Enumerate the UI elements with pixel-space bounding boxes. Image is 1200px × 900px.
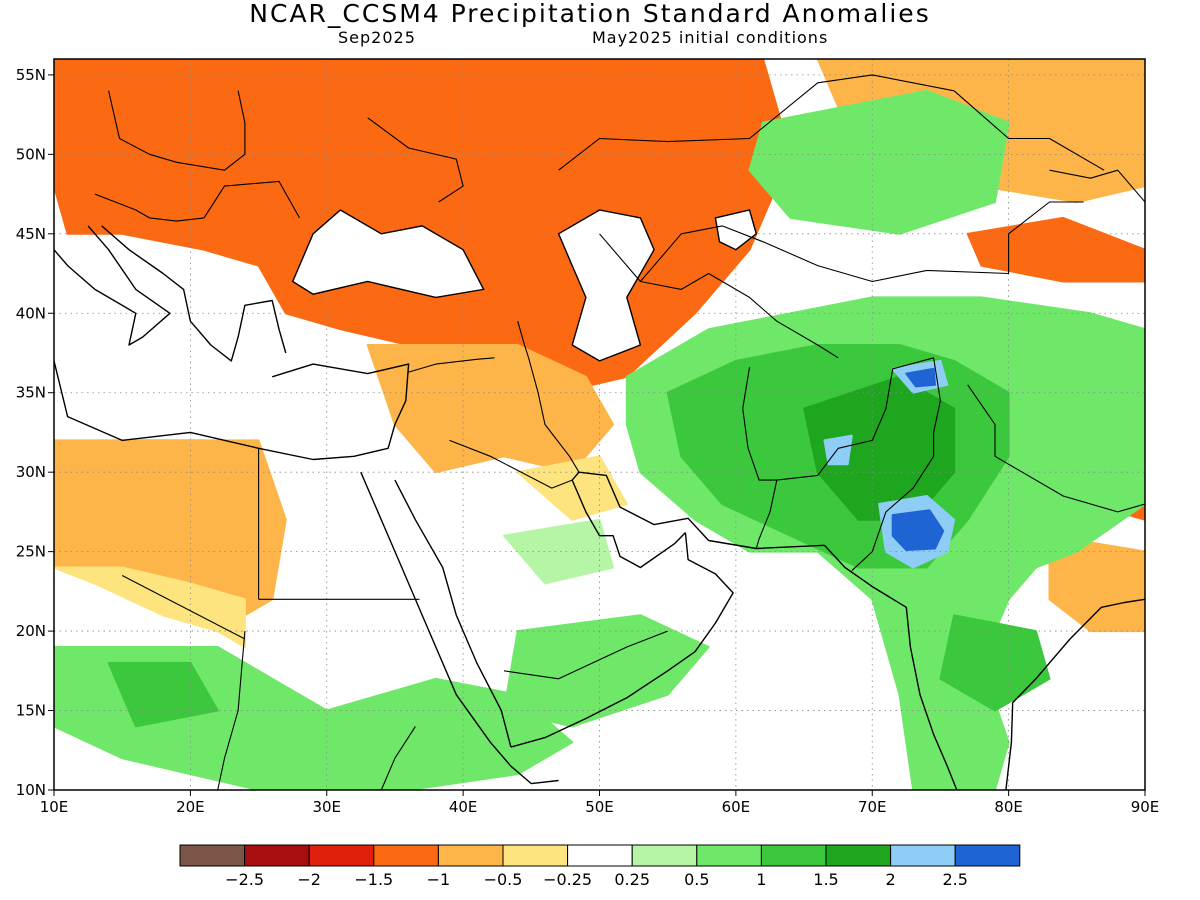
colorbar-swatch bbox=[373, 844, 439, 867]
colorbar-swatch bbox=[954, 844, 1021, 867]
border-sudan-ethiopia bbox=[380, 726, 416, 790]
border-india-china bbox=[967, 384, 1145, 513]
colorbar-swatch bbox=[760, 844, 827, 867]
border-europe-central bbox=[108, 90, 246, 171]
anomaly-region-dry-slight bbox=[1048, 534, 1145, 633]
border-iran-turkey bbox=[517, 321, 530, 358]
border-turkmenistan-uzbekistan bbox=[640, 272, 839, 359]
arabia-south-coast bbox=[510, 532, 734, 748]
colorbar-swatch bbox=[696, 844, 762, 867]
colorbar-swatch bbox=[890, 844, 956, 867]
red-sea-east bbox=[394, 479, 512, 748]
lat-tick-label: 15N bbox=[16, 702, 46, 720]
border-chad-sudan bbox=[217, 631, 246, 790]
anomaly-region-wet-max bbox=[905, 367, 936, 388]
colorbar-swatch bbox=[631, 844, 698, 867]
border-iran-afghanistan bbox=[742, 367, 777, 481]
adriatic-italy bbox=[54, 225, 171, 346]
caspian-sea bbox=[557, 209, 655, 362]
colorbar-label: 2 bbox=[886, 870, 896, 889]
border-afghanistan-pakistan bbox=[776, 357, 934, 481]
lat-tick-label: 10N bbox=[16, 781, 46, 799]
lon-tick-label: 30E bbox=[312, 798, 341, 816]
border-iran-iraq bbox=[528, 357, 580, 473]
red-sea-west bbox=[360, 471, 512, 767]
lon-tick-label: 80E bbox=[994, 798, 1023, 816]
border-iran-pakistan bbox=[755, 479, 778, 549]
colorbar-label: −2.5 bbox=[225, 870, 264, 889]
lat-tick-label: 30N bbox=[16, 463, 46, 481]
black-sea bbox=[291, 209, 485, 299]
border-saudi-iraq bbox=[449, 439, 573, 489]
lon-tick-label: 90E bbox=[1131, 798, 1160, 816]
colorbar-swatch bbox=[244, 844, 310, 867]
border-pakistan-india bbox=[851, 357, 941, 572]
balkans-aegean bbox=[101, 225, 287, 362]
country-borders bbox=[94, 74, 1145, 790]
horn-of-africa-coast bbox=[510, 765, 559, 785]
lat-tick-label: 35N bbox=[16, 384, 46, 402]
lon-tick-label: 70E bbox=[858, 798, 887, 816]
colorbar: −2.5 −2 −1.5 −1 −0.5 −0.25 0.25 0.5 1 1.5 2 2.5 bbox=[179, 844, 1021, 889]
border-europe-south bbox=[94, 180, 300, 222]
border-ukraine-russia bbox=[367, 117, 464, 203]
lon-tick-label: 40E bbox=[449, 798, 478, 816]
anomaly-region-dry-faint bbox=[54, 566, 246, 648]
colorbar-swatch bbox=[567, 844, 633, 867]
persian-gulf-west bbox=[571, 471, 686, 569]
anomaly-region-wet-slight bbox=[503, 614, 710, 728]
colorbar-label: −0.25 bbox=[543, 870, 592, 889]
colorbar-swatch bbox=[502, 844, 569, 867]
lat-tick-label: 20N bbox=[16, 622, 46, 640]
border-saudi-yemen-oman bbox=[503, 630, 668, 680]
border-turkey-syria bbox=[408, 357, 495, 373]
lon-tick-label: 20E bbox=[176, 798, 205, 816]
india-east-coast bbox=[1005, 598, 1145, 790]
colorbar-label: −0.5 bbox=[484, 870, 523, 889]
colorbar-swatch bbox=[825, 844, 892, 867]
colorbar-label: 2.5 bbox=[942, 870, 967, 889]
lon-tick-label: 60E bbox=[722, 798, 751, 816]
colorbar-swatch bbox=[179, 844, 246, 867]
border-kazakhstan-south bbox=[599, 201, 1084, 283]
axis-labels: 10E 20E 30E 40E 50E 60E 70E 80E 90E 10N 15N 20N 25N 3… bbox=[16, 66, 1160, 816]
anomaly-region-wet-moderate bbox=[107, 661, 219, 728]
colorbar-swatch bbox=[437, 844, 504, 867]
mediterranean-east-coast bbox=[54, 360, 410, 461]
persian-gulf-east bbox=[578, 471, 825, 550]
anomaly-region-wet-moderate bbox=[939, 614, 1051, 712]
anomaly-region-wet-max bbox=[891, 509, 945, 551]
coastlines bbox=[54, 209, 1145, 790]
initial-conditions: May2025 initial conditions bbox=[592, 28, 829, 47]
colorbar-label: 0.25 bbox=[614, 870, 650, 889]
lat-tick-label: 50N bbox=[16, 145, 46, 163]
lat-tick-label: 25N bbox=[16, 543, 46, 561]
lon-tick-label: 50E bbox=[585, 798, 614, 816]
colorbar-swatch bbox=[308, 844, 375, 867]
forecast-month: Sep2025 bbox=[338, 28, 416, 47]
aral-sea bbox=[714, 209, 758, 251]
anomaly-region-wet-extreme bbox=[823, 434, 853, 466]
lon-tick-label: 10E bbox=[40, 798, 69, 816]
colorbar-label: 0.5 bbox=[684, 870, 709, 889]
map-title: NCAR_CCSM4 Precipitation Standard Anomal… bbox=[249, 0, 931, 28]
border-libya-chad bbox=[121, 575, 246, 640]
lat-tick-label: 55N bbox=[16, 66, 46, 84]
border-russia-kazakhstan bbox=[558, 74, 1105, 171]
lat-tick-label: 45N bbox=[16, 225, 46, 243]
colorbar-label: −1 bbox=[427, 870, 451, 889]
border-china-mongolia bbox=[1049, 169, 1145, 203]
anomaly-fields bbox=[54, 59, 1145, 790]
colorbar-label: −1.5 bbox=[354, 870, 393, 889]
pakistan-india-coast bbox=[823, 544, 958, 790]
anomaly-region-wet-slight bbox=[748, 89, 1010, 235]
colorbar-label: −2 bbox=[297, 870, 321, 889]
lat-tick-label: 40N bbox=[16, 304, 46, 322]
colorbar-label: 1 bbox=[756, 870, 766, 889]
anomaly-region-wet-faint bbox=[503, 518, 615, 585]
colorbar-label: 1.5 bbox=[813, 870, 838, 889]
